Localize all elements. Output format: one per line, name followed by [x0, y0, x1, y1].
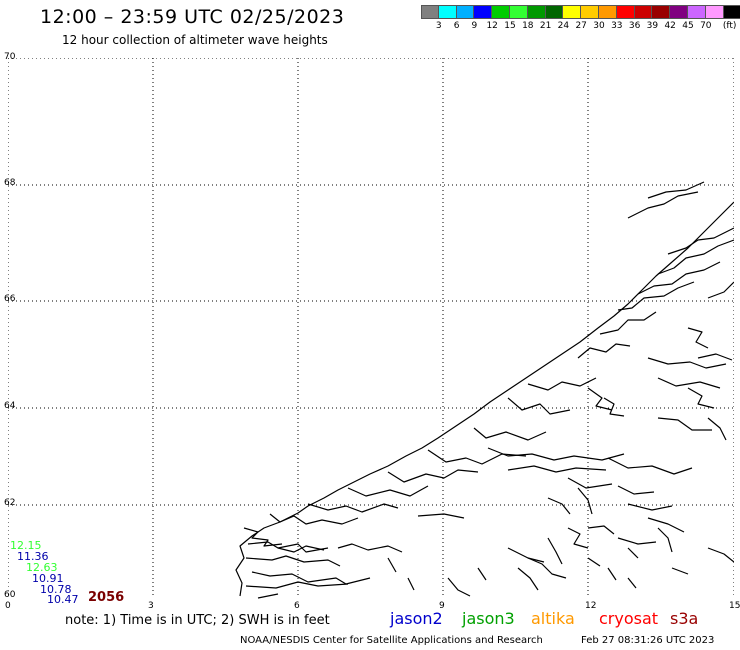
credit-text: NOAA/NESDIS Center for Satellite Applica… [240, 635, 543, 646]
color-scale-label: 42 [664, 21, 676, 31]
norway-coastline [235, 181, 734, 599]
color-scale-swatch [652, 5, 671, 19]
swh-reading: 10.78 [40, 583, 72, 596]
color-scale-swatch [616, 5, 635, 19]
color-scale-swatch [705, 5, 724, 19]
color-scale-swatch [687, 5, 706, 19]
units-note: note: 1) Time is in UTC; 2) SWH is in fe… [65, 613, 330, 628]
legend-jason2: jason2 [390, 609, 443, 628]
longitude-label: 0 [5, 601, 11, 611]
color-scale-label: 18 [522, 21, 534, 31]
color-scale-swatch [474, 5, 493, 19]
color-scale-labels: 3 6 9 12 15 18 21 24 27 30 33 36 39 42 45 70 (ft) [421, 21, 740, 33]
color-scale-bar [421, 5, 740, 19]
swh-reading: 12.63 [26, 561, 58, 574]
pass-count: 2056 [88, 590, 125, 605]
color-scale-label: 39 [646, 21, 659, 31]
color-scale-swatch [438, 5, 457, 19]
latitude-label: 64 [4, 401, 16, 411]
color-scale-label: 45 [682, 21, 694, 31]
longitude-label: 12 [585, 601, 597, 611]
swh-reading: 11.36 [17, 550, 49, 563]
color-scale-label: 70 [700, 21, 712, 31]
color-scale-swatch [509, 5, 528, 19]
legend-s3a: s3a [670, 609, 699, 628]
latitude-label: 60 [4, 590, 16, 600]
latitude-label: 62 [4, 498, 16, 508]
color-scale-label: 3 [435, 21, 442, 31]
legend-cryosat: cryosat [599, 609, 659, 628]
color-scale-label: 6 [453, 21, 460, 31]
color-scale-label: 21 [539, 21, 552, 31]
color-scale-swatch [545, 5, 564, 19]
longitude-label: 9 [439, 601, 445, 611]
color-scale-swatch [492, 5, 510, 19]
color-scale-swatch [421, 5, 439, 19]
color-scale-swatch [581, 5, 599, 19]
page-title: 12:00 – 23:59 UTC 02/25/2023 [40, 6, 345, 28]
swh-reading: 10.91 [32, 572, 64, 585]
color-scale-swatch [527, 5, 546, 19]
color-scale-swatch [598, 5, 617, 19]
color-scale-label: 27 [575, 21, 587, 31]
longitude-label: 15 [729, 601, 740, 611]
color-scale-label: 36 [628, 21, 641, 31]
color-scale-swatch [670, 5, 688, 19]
page-subtitle: 12 hour collection of altimeter wave hei… [62, 33, 328, 47]
swh-reading: 10.47 [47, 593, 79, 606]
legend-jason3: jason3 [462, 609, 515, 628]
color-scale-swatch [634, 5, 653, 19]
color-scale-label: 24 [557, 21, 570, 31]
swh-reading: 12.15 [10, 539, 42, 552]
latitude-label: 70 [4, 52, 16, 62]
color-scale-label: (ft) [722, 21, 737, 31]
timestamp-text: Feb 27 08:31:26 UTC 2023 [581, 635, 715, 646]
color-scale-swatch [563, 5, 582, 19]
latitude-label: 66 [4, 294, 16, 304]
longitude-label: 6 [294, 601, 300, 611]
color-scale-label: 30 [593, 21, 605, 31]
lat-lon-grid [8, 58, 734, 596]
altimeter-map [8, 58, 734, 599]
color-scale-label: 12 [486, 21, 498, 31]
color-scale-label: 33 [611, 21, 623, 31]
latitude-label: 68 [4, 178, 16, 188]
color-scale-swatch [456, 5, 475, 19]
color-scale-swatch [723, 5, 740, 19]
longitude-label: 3 [148, 601, 154, 611]
color-scale-label: 9 [471, 21, 478, 31]
color-scale-label: 15 [504, 21, 516, 31]
legend-altika: altika [531, 609, 575, 628]
